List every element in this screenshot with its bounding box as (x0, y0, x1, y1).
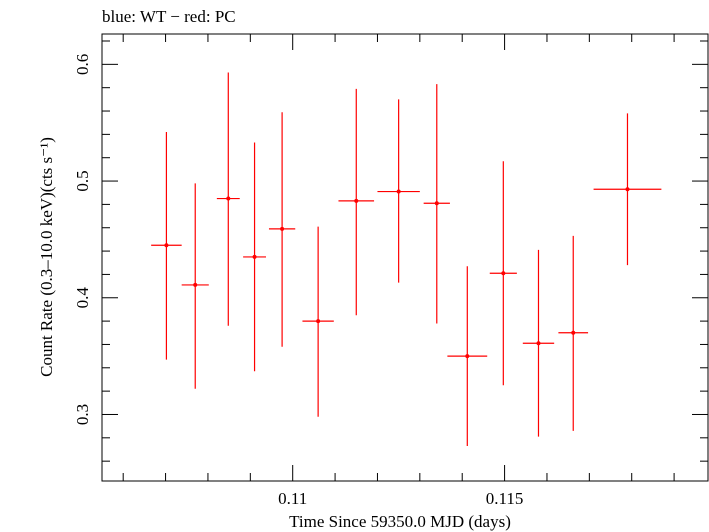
data-point (522, 249, 555, 437)
point-marker (434, 201, 439, 206)
data-point (151, 132, 182, 360)
point-marker (252, 254, 257, 259)
data-points (151, 72, 662, 446)
point-marker (501, 271, 506, 276)
point-marker (164, 243, 169, 248)
data-point (489, 161, 517, 386)
data-point (423, 84, 450, 324)
data-point (447, 266, 488, 446)
point-marker (571, 330, 576, 335)
point-marker (536, 341, 541, 346)
point-marker (396, 189, 401, 194)
axis-tick-labels: 0.3 0.4 0.5 0.6 0.11 0.115 (73, 54, 523, 508)
data-point (243, 142, 267, 372)
y-axis-label: Count Rate (0.3–10.0 keV)(cts s⁻¹) (37, 137, 56, 377)
chart-title: blue: WT − red: PC (102, 7, 236, 26)
point-marker (280, 226, 285, 231)
x-tick-label: 0.11 (278, 489, 307, 508)
axis-ticks (102, 34, 708, 481)
x-axis-label: Time Since 59350.0 MJD (days) (289, 512, 511, 531)
point-marker (316, 319, 321, 324)
plot-frame (101, 33, 709, 482)
data-point (593, 113, 662, 266)
data-point (338, 88, 375, 316)
data-point (268, 112, 296, 347)
data-point (181, 183, 209, 389)
data-point (302, 226, 334, 417)
x-tick-label: 0.115 (486, 489, 524, 508)
y-tick-label: 0.4 (73, 287, 92, 309)
data-point (216, 72, 240, 326)
data-point (377, 99, 420, 283)
y-tick-label: 0.6 (73, 54, 92, 75)
data-point (558, 235, 589, 431)
y-tick-label: 0.5 (73, 170, 92, 191)
point-marker (465, 354, 470, 359)
point-marker (354, 198, 359, 203)
point-marker (625, 187, 630, 192)
y-tick-label: 0.3 (73, 404, 92, 425)
point-marker (226, 196, 231, 201)
point-marker (193, 282, 198, 287)
